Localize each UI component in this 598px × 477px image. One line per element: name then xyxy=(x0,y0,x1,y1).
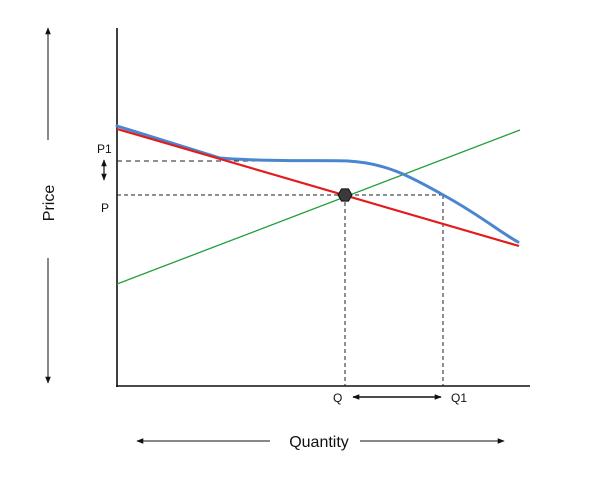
equilibrium-point-icon xyxy=(337,188,353,202)
kinked-demand-curve xyxy=(115,124,520,244)
p-label: P xyxy=(101,201,109,215)
y-axis-annotation: Price xyxy=(41,27,58,384)
p1-label: P1 xyxy=(97,142,112,156)
q-label: Q xyxy=(333,391,342,405)
q1-label: Q1 xyxy=(451,391,467,405)
x-axis-annotation: Quantity xyxy=(136,434,505,451)
demand-line xyxy=(116,127,520,248)
y-axis-label: Price xyxy=(41,185,58,222)
x-axis-label: Quantity xyxy=(289,434,349,451)
supply-line xyxy=(116,129,521,285)
